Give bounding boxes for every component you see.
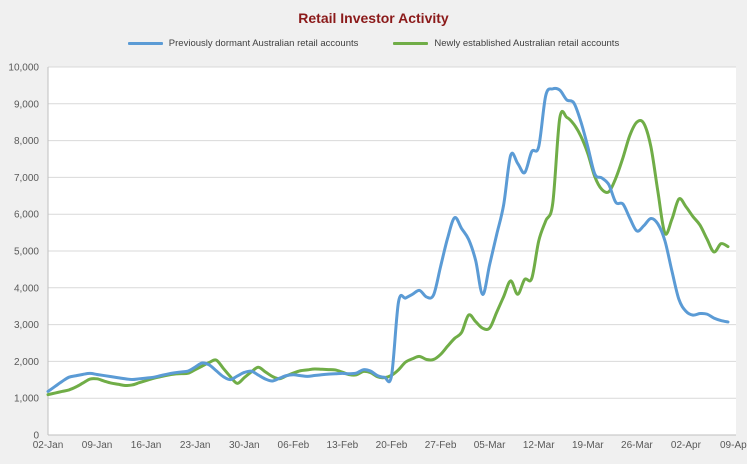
svg-text:4,000: 4,000 xyxy=(14,283,39,294)
svg-text:05-Mar: 05-Mar xyxy=(474,440,506,451)
svg-text:09-Jan: 09-Jan xyxy=(82,440,113,451)
svg-text:02-Jan: 02-Jan xyxy=(33,440,64,451)
svg-text:20-Feb: 20-Feb xyxy=(376,440,408,451)
svg-text:5,000: 5,000 xyxy=(14,247,39,258)
svg-text:27-Feb: 27-Feb xyxy=(425,440,457,451)
svg-text:6,000: 6,000 xyxy=(14,210,39,221)
svg-text:16-Jan: 16-Jan xyxy=(131,440,162,451)
svg-text:06-Feb: 06-Feb xyxy=(278,440,310,451)
svg-text:10,000: 10,000 xyxy=(8,63,39,74)
svg-text:7,000: 7,000 xyxy=(14,173,39,184)
svg-text:23-Jan: 23-Jan xyxy=(180,440,211,451)
svg-text:02-Apr: 02-Apr xyxy=(671,440,702,451)
svg-text:1,000: 1,000 xyxy=(14,394,39,405)
svg-text:12-Mar: 12-Mar xyxy=(523,440,555,451)
svg-text:8,000: 8,000 xyxy=(14,136,39,147)
svg-text:13-Feb: 13-Feb xyxy=(327,440,359,451)
svg-text:9,000: 9,000 xyxy=(14,99,39,110)
svg-text:30-Jan: 30-Jan xyxy=(229,440,260,451)
svg-text:3,000: 3,000 xyxy=(14,320,39,331)
svg-text:2,000: 2,000 xyxy=(14,357,39,368)
svg-text:19-Mar: 19-Mar xyxy=(572,440,604,451)
svg-text:09-Apr: 09-Apr xyxy=(720,440,747,451)
svg-text:26-Mar: 26-Mar xyxy=(621,440,653,451)
